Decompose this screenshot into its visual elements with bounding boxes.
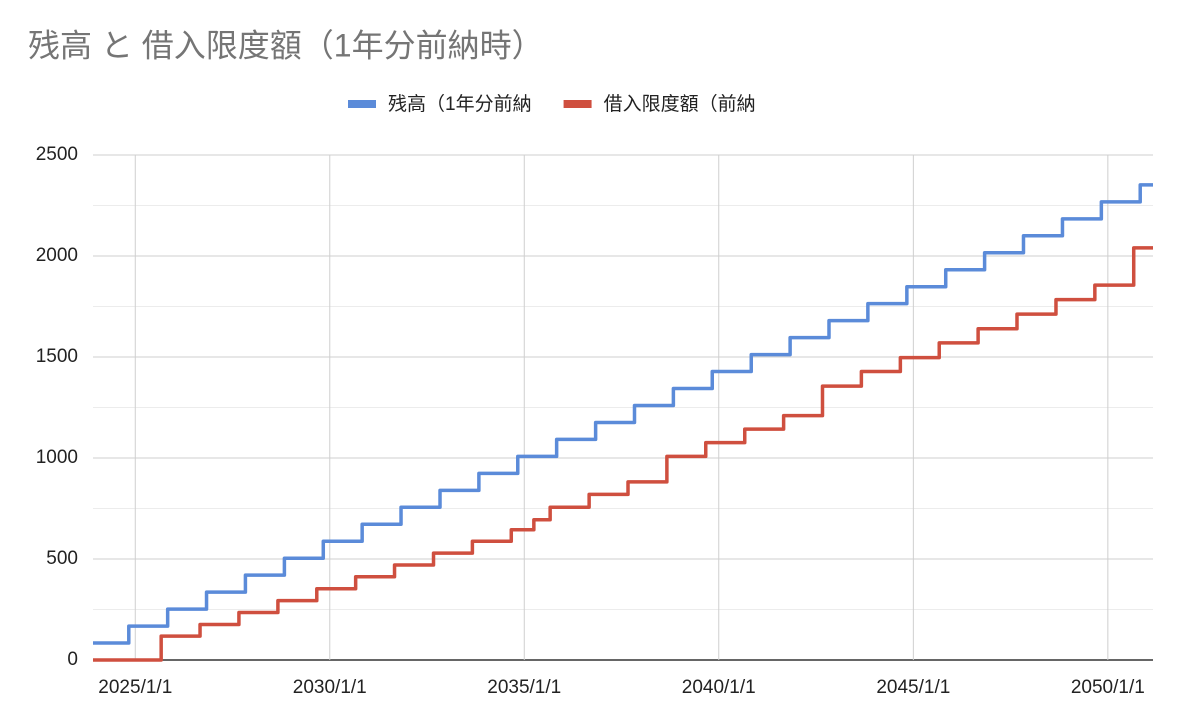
chart-title: 残高 と 借入限度額（1年分前納時） — [28, 27, 544, 63]
y-tick-label: 500 — [46, 548, 78, 569]
y-tick-label: 0 — [67, 649, 78, 670]
x-tick-label: 2030/1/1 — [293, 677, 367, 698]
series-line — [93, 183, 1153, 645]
x-tick-label: 2050/1/1 — [1071, 677, 1145, 698]
y-tick-label: 1500 — [36, 346, 78, 367]
legend-swatch — [348, 100, 376, 108]
x-tick-label: 2040/1/1 — [682, 677, 756, 698]
legend-label: 残高（1年分前納 — [388, 93, 532, 115]
x-tick-label: 2035/1/1 — [487, 677, 561, 698]
legend-swatch — [563, 100, 592, 108]
x-tick-label: 2045/1/1 — [876, 677, 950, 698]
legend-label: 借入限度額（前納 — [604, 93, 756, 115]
y-tick-label: 2000 — [36, 245, 78, 266]
x-tick-label: 2025/1/1 — [98, 677, 172, 698]
series-line — [93, 246, 1153, 662]
y-tick-label: 2500 — [36, 144, 78, 165]
y-tick-label: 1000 — [36, 447, 78, 468]
